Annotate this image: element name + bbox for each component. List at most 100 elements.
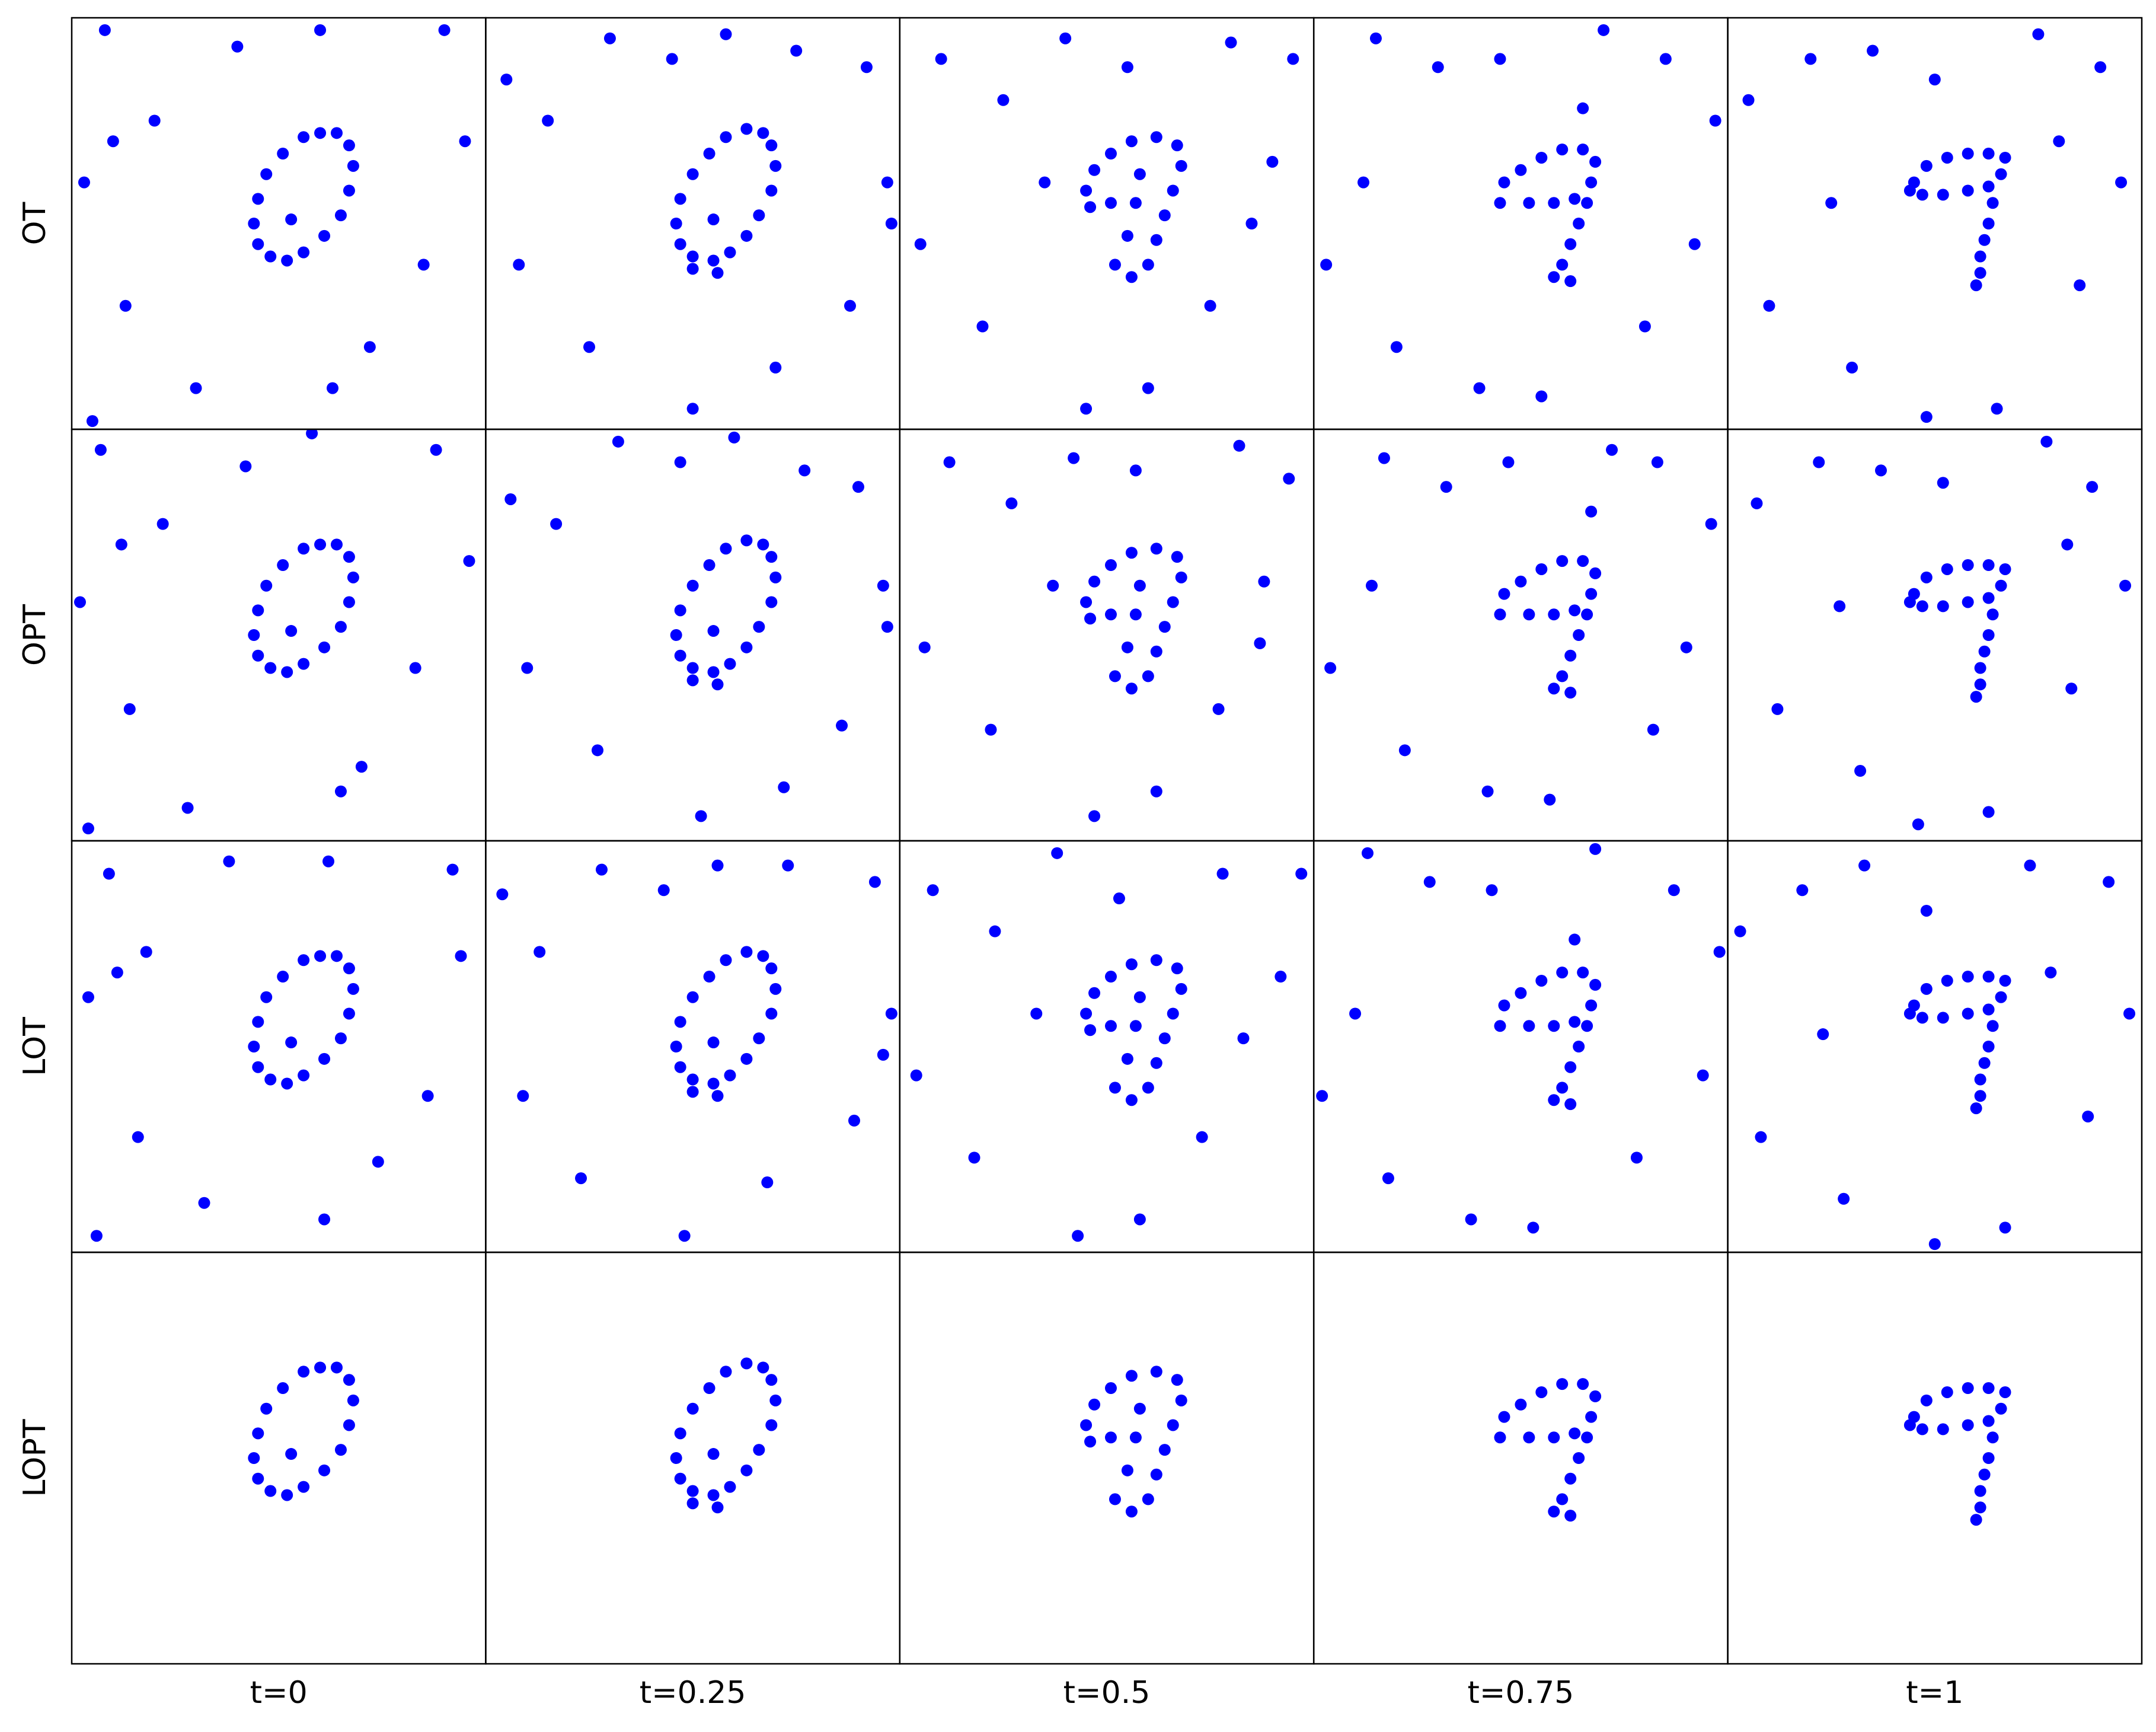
point — [740, 946, 753, 958]
point — [463, 555, 475, 567]
point — [1962, 148, 1974, 160]
point — [753, 1444, 765, 1456]
point — [1564, 1061, 1577, 1073]
panel — [248, 1361, 359, 1501]
point — [1962, 559, 1974, 572]
point — [1440, 481, 1452, 493]
point — [769, 571, 782, 583]
point — [252, 238, 264, 250]
point — [1088, 1398, 1101, 1411]
point — [1581, 608, 1593, 621]
point — [355, 761, 368, 773]
point — [1577, 967, 1589, 979]
point — [98, 24, 111, 36]
point — [1129, 608, 1142, 621]
point — [1875, 464, 1887, 477]
point — [877, 1048, 889, 1061]
panel — [1494, 1378, 1602, 1522]
point — [1937, 477, 1949, 489]
point — [1903, 1419, 1916, 1431]
panel-frame — [899, 840, 1315, 1253]
point — [765, 596, 778, 608]
point — [1970, 1102, 1982, 1115]
point — [686, 263, 699, 275]
point — [1196, 1131, 1208, 1143]
point — [1999, 563, 2011, 575]
point — [1569, 193, 1581, 205]
point — [277, 971, 289, 983]
point — [1150, 645, 1162, 658]
point — [409, 662, 421, 674]
point — [90, 1230, 103, 1242]
point — [343, 962, 355, 975]
point — [2045, 967, 2057, 979]
point — [1548, 197, 1560, 209]
point — [334, 621, 347, 633]
point — [868, 876, 881, 888]
point — [720, 28, 732, 40]
point — [1167, 1419, 1179, 1431]
point — [1713, 946, 1726, 958]
point — [1548, 608, 1560, 621]
point — [132, 1131, 144, 1143]
point — [765, 184, 778, 197]
point — [1569, 1427, 1581, 1440]
point — [1030, 1007, 1043, 1020]
point — [281, 254, 293, 267]
point — [1556, 1082, 1569, 1094]
panel-frame — [485, 1251, 901, 1665]
point — [670, 1452, 682, 1464]
point — [711, 267, 724, 279]
point — [997, 94, 1010, 106]
point — [1986, 1020, 1999, 1032]
point — [1920, 1394, 1933, 1406]
point — [1133, 579, 1146, 592]
point — [2032, 28, 2045, 40]
point — [1978, 1057, 1991, 1069]
point — [1084, 201, 1097, 213]
point — [703, 1382, 716, 1395]
point — [1125, 547, 1138, 559]
point — [1916, 189, 1928, 201]
panel — [1903, 1382, 2011, 1526]
panel — [914, 32, 1299, 415]
point — [1121, 641, 1133, 653]
point — [1398, 744, 1411, 757]
point — [1937, 1012, 1949, 1024]
point — [703, 971, 716, 983]
point — [1834, 600, 1846, 613]
point — [1974, 1090, 1986, 1102]
point — [1941, 1386, 1953, 1398]
point — [1978, 645, 1991, 658]
point — [1167, 1007, 1179, 1020]
point — [1647, 723, 1659, 736]
point — [86, 415, 98, 428]
column-label: t=0.75 — [1468, 1675, 1574, 1711]
point — [1072, 1230, 1084, 1242]
point — [1755, 1131, 1767, 1143]
point — [1577, 555, 1589, 567]
point — [1390, 341, 1403, 353]
point — [347, 160, 359, 172]
point — [1928, 74, 1941, 86]
point — [686, 1485, 699, 1497]
point — [285, 625, 298, 637]
point — [1473, 382, 1486, 394]
point — [1080, 1419, 1093, 1431]
point — [1275, 971, 1287, 983]
point — [707, 213, 720, 226]
point — [314, 127, 327, 139]
panel-frame — [1312, 1251, 1729, 1665]
point — [1324, 662, 1337, 674]
point — [1167, 596, 1179, 608]
point — [686, 250, 699, 263]
point — [877, 579, 889, 592]
point — [231, 40, 244, 53]
point — [285, 213, 298, 226]
point — [674, 1472, 686, 1485]
point — [575, 1172, 587, 1185]
point — [1088, 810, 1101, 822]
point — [1125, 271, 1138, 283]
point — [1974, 1501, 1986, 1514]
panel — [1316, 843, 1726, 1234]
